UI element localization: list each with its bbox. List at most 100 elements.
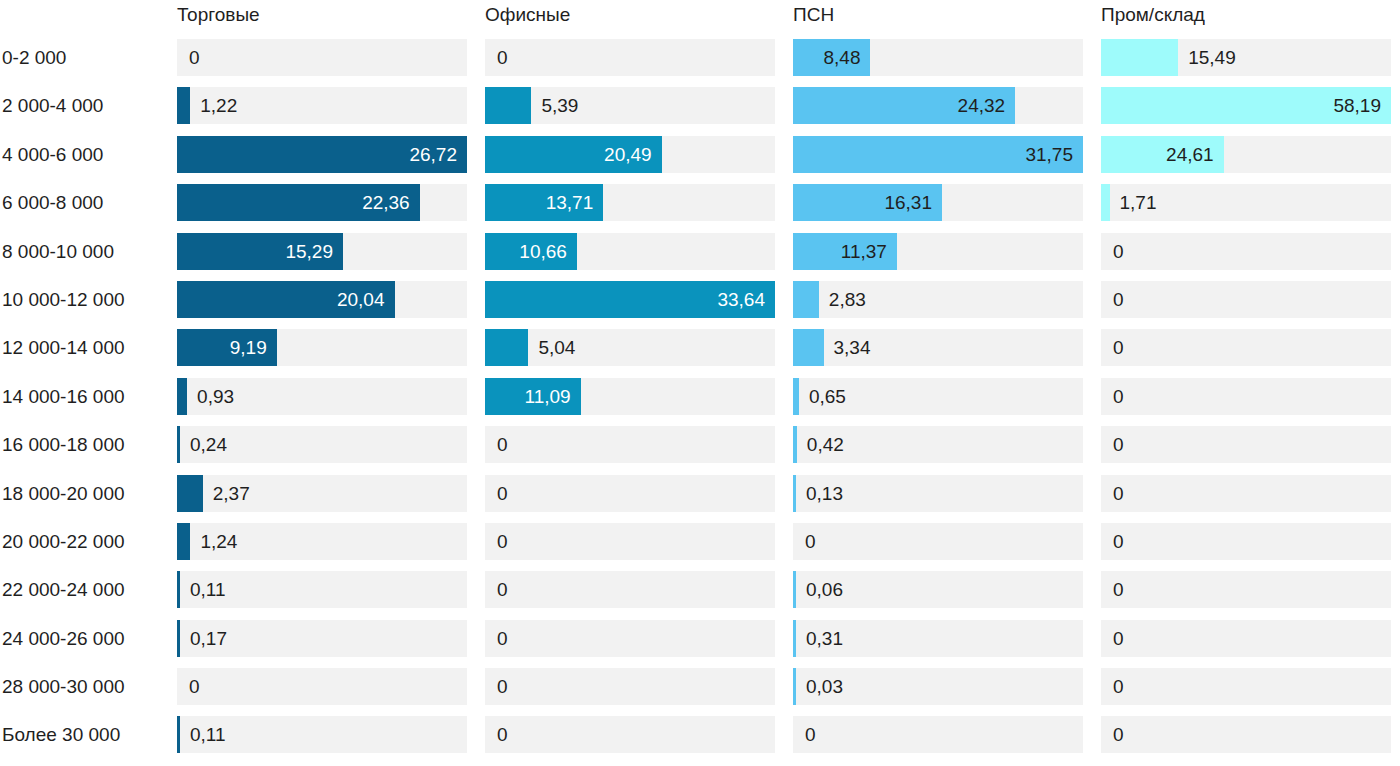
bar-track: 0 bbox=[1101, 571, 1391, 608]
bar-track: 3,34 bbox=[793, 329, 1083, 366]
bar-value-label: 22,36 bbox=[362, 184, 410, 221]
bar bbox=[177, 87, 190, 124]
bar-track: 0,17 bbox=[177, 620, 467, 657]
bar-value-label: 2,83 bbox=[829, 281, 866, 318]
bar-track: 16,31 bbox=[793, 184, 1083, 221]
bar-track: 22,36 bbox=[177, 184, 467, 221]
bar bbox=[1101, 184, 1110, 221]
bar-value-label: 0 bbox=[497, 39, 508, 76]
bar-value-label: 5,39 bbox=[541, 87, 578, 124]
bar-value-label: 0,03 bbox=[806, 668, 843, 705]
bar-value-label: 33,64 bbox=[717, 281, 765, 318]
bar-track: 20,04 bbox=[177, 281, 467, 318]
bar-value-label: 1,24 bbox=[200, 523, 237, 560]
category-label: 6 000-8 000 bbox=[2, 184, 159, 232]
bar-track: 0 bbox=[485, 620, 775, 657]
bar-value-label: 0 bbox=[189, 39, 200, 76]
bar-value-label: 26,72 bbox=[409, 136, 457, 173]
bar bbox=[177, 571, 180, 608]
bar-track: 5,04 bbox=[485, 329, 775, 366]
bar-track: 8,48 bbox=[793, 39, 1083, 76]
bar-value-label: 0 bbox=[1113, 233, 1124, 270]
bar-value-label: 0,24 bbox=[190, 426, 227, 463]
bar-track: 0 bbox=[1101, 281, 1391, 318]
bar-track: 0,65 bbox=[793, 378, 1083, 415]
bar-value-label: 0 bbox=[497, 426, 508, 463]
bar-track: 0 bbox=[485, 716, 775, 753]
bar-track: 0 bbox=[1101, 523, 1391, 560]
bar-value-label: 13,71 bbox=[546, 184, 594, 221]
bar-track: 0 bbox=[485, 668, 775, 705]
bar-track: 0 bbox=[1101, 716, 1391, 753]
bar bbox=[793, 620, 796, 657]
bar-track: 0 bbox=[1101, 475, 1391, 512]
bar-value-label: 0 bbox=[1113, 668, 1124, 705]
bar-track: 0 bbox=[793, 523, 1083, 560]
bar-track: 0 bbox=[485, 426, 775, 463]
bar-track: 11,09 bbox=[485, 378, 775, 415]
bar-track: 0 bbox=[177, 39, 467, 76]
bar-track: 33,64 bbox=[485, 281, 775, 318]
bar-track: 0 bbox=[485, 39, 775, 76]
bar-value-label: 16,31 bbox=[884, 184, 932, 221]
column-header-ofisnye: Офисные bbox=[485, 0, 775, 39]
bar bbox=[793, 668, 796, 705]
bar-track: 24,61 bbox=[1101, 136, 1391, 173]
bar-value-label: 0,93 bbox=[197, 378, 234, 415]
bar-value-label: 0,17 bbox=[190, 620, 227, 657]
bar-value-label: 3,34 bbox=[834, 329, 871, 366]
bar-track: 1,71 bbox=[1101, 184, 1391, 221]
bar-value-label: 0 bbox=[805, 716, 816, 753]
bar-value-label: 0,11 bbox=[190, 571, 226, 608]
bar-value-label: 0 bbox=[189, 668, 200, 705]
bar-track: 2,37 bbox=[177, 475, 467, 512]
bar-track: 13,71 bbox=[485, 184, 775, 221]
category-label: 0-2 000 bbox=[2, 39, 159, 87]
bar-value-label: 0,31 bbox=[806, 620, 843, 657]
bar bbox=[177, 426, 180, 463]
bar-value-label: 0 bbox=[497, 620, 508, 657]
category-label: 18 000-20 000 bbox=[2, 475, 159, 523]
bar-track: 0 bbox=[1101, 378, 1391, 415]
bar-track: 10,66 bbox=[485, 233, 775, 270]
bar-track: 0 bbox=[793, 716, 1083, 753]
bar bbox=[793, 378, 799, 415]
bar bbox=[485, 87, 531, 124]
category-label: 10 000-12 000 bbox=[2, 281, 159, 329]
bar-value-label: 0 bbox=[497, 716, 508, 753]
bar-track: 1,24 bbox=[177, 523, 467, 560]
category-label: 4 000-6 000 bbox=[2, 136, 159, 184]
column-header-torgovye: Торговые bbox=[177, 0, 467, 39]
bar-value-label: 0 bbox=[805, 523, 816, 560]
bar bbox=[793, 426, 797, 463]
bar-track: 0 bbox=[1101, 668, 1391, 705]
bar-value-label: 2,37 bbox=[213, 475, 250, 512]
bar-value-label: 0 bbox=[1113, 475, 1124, 512]
bar-track: 0 bbox=[1101, 329, 1391, 366]
bar-value-label: 0,11 bbox=[190, 716, 226, 753]
bar-track: 0,06 bbox=[793, 571, 1083, 608]
category-label: 20 000-22 000 bbox=[2, 523, 159, 571]
bar-value-label: 8,48 bbox=[823, 39, 860, 76]
bar-value-label: 0 bbox=[497, 668, 508, 705]
category-label: 28 000-30 000 bbox=[2, 668, 159, 716]
bar-track: 0 bbox=[1101, 620, 1391, 657]
bar-value-label: 0 bbox=[1113, 523, 1124, 560]
category-label: 14 000-16 000 bbox=[2, 378, 159, 426]
bar-track: 0 bbox=[1101, 233, 1391, 270]
bar-value-label: 31,75 bbox=[1025, 136, 1073, 173]
bar-track: 15,49 bbox=[1101, 39, 1391, 76]
category-label: 12 000-14 000 bbox=[2, 329, 159, 377]
bar-value-label: 0 bbox=[497, 571, 508, 608]
bar bbox=[793, 329, 824, 366]
bar-track: 20,49 bbox=[485, 136, 775, 173]
bar-value-label: 0 bbox=[1113, 329, 1124, 366]
bar-track: 5,39 bbox=[485, 87, 775, 124]
bar bbox=[177, 523, 190, 560]
bar-value-label: 20,04 bbox=[337, 281, 385, 318]
bar-track: 0,11 bbox=[177, 716, 467, 753]
bar-track: 15,29 bbox=[177, 233, 467, 270]
bar-value-label: 9,19 bbox=[230, 329, 267, 366]
bar-value-label: 24,61 bbox=[1166, 136, 1214, 173]
bar-value-label: 0,42 bbox=[807, 426, 844, 463]
